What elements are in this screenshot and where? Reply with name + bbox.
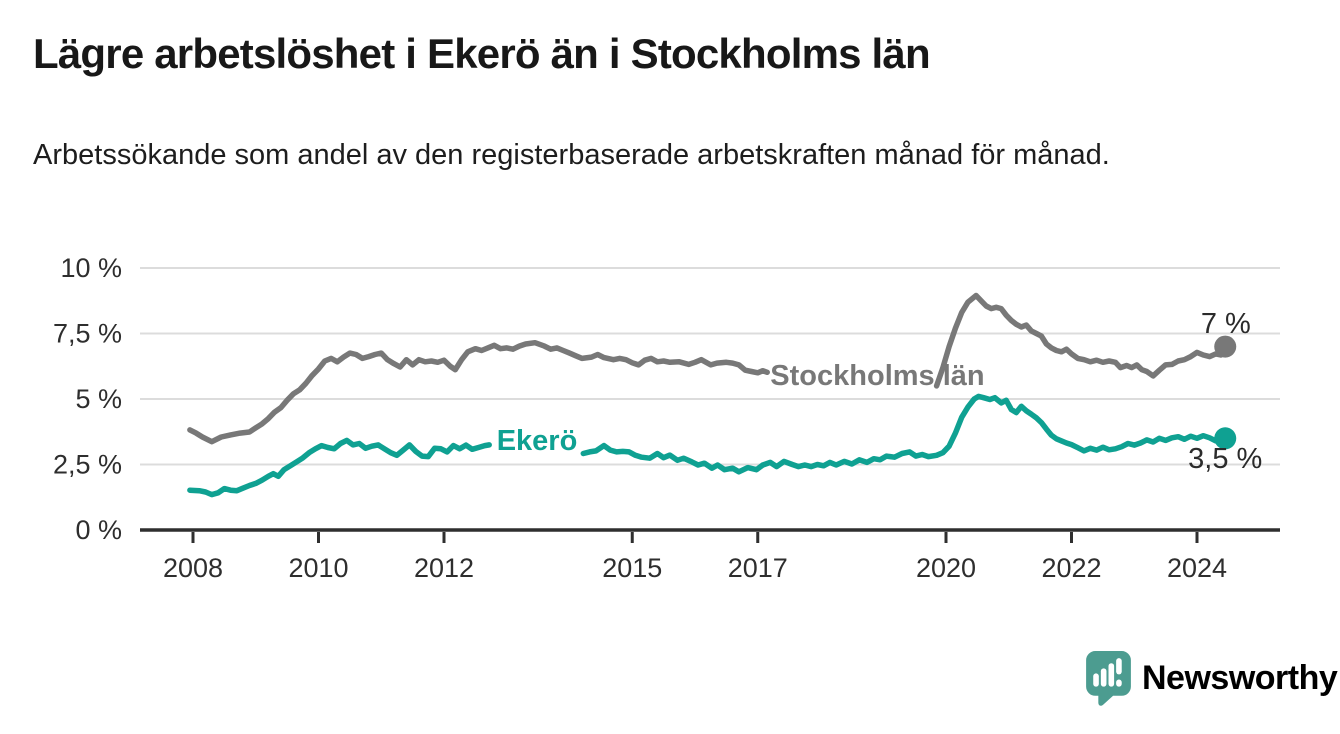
logo-text: Newsworthy bbox=[1142, 659, 1338, 697]
x-axis-tick-label: 2010 bbox=[288, 553, 348, 583]
series-end-value-eker-: 3,5 % bbox=[1188, 443, 1262, 475]
y-axis-tick-label: 7,5 % bbox=[53, 319, 122, 349]
series-line-eker- bbox=[187, 437, 492, 498]
page-subtitle: Arbetssökande som andel av den registerb… bbox=[33, 139, 1110, 171]
x-axis-tick-label: 2020 bbox=[916, 553, 976, 583]
series-label-stockholms-l-n: Stockholms län bbox=[770, 360, 984, 392]
x-axis-tick-label: 2024 bbox=[1167, 553, 1227, 583]
speech-bubble-bar-chart-icon bbox=[1086, 651, 1131, 706]
series-line-stockholms-l-n bbox=[933, 292, 1228, 389]
y-axis-tick-label: 5 % bbox=[75, 384, 122, 414]
x-axis-tick-label: 2008 bbox=[163, 553, 223, 583]
newsworthy-logo: Newsworthy bbox=[1085, 650, 1338, 707]
series-label-eker-: Ekerö bbox=[497, 425, 578, 457]
series-line-eker- bbox=[580, 393, 1228, 475]
y-axis-tick-label: 0 % bbox=[75, 515, 122, 545]
exclamation-bar bbox=[1116, 658, 1122, 675]
x-axis-tick-label: 2017 bbox=[728, 553, 788, 583]
x-axis-tick-label: 2012 bbox=[414, 553, 474, 583]
x-axis-tick-label: 2022 bbox=[1041, 553, 1101, 583]
series-end-value-stockholms-l-n: 7 % bbox=[1201, 308, 1251, 340]
bar-1 bbox=[1093, 673, 1099, 687]
y-axis-tick-label: 10 % bbox=[60, 253, 122, 283]
bar-3 bbox=[1108, 663, 1115, 687]
page-title: Lägre arbetslöshet i Ekerö än i Stockhol… bbox=[33, 30, 931, 77]
series-end-dot-eker- bbox=[1214, 427, 1237, 450]
series-line-stockholms-l-n bbox=[187, 339, 770, 445]
y-axis-tick-label: 2,5 % bbox=[53, 450, 122, 480]
exclamation-dot bbox=[1116, 679, 1122, 687]
x-axis-tick-label: 2015 bbox=[602, 553, 662, 583]
bar-2 bbox=[1100, 668, 1107, 687]
series-end-dot-stockholms-l-n bbox=[1214, 335, 1237, 358]
